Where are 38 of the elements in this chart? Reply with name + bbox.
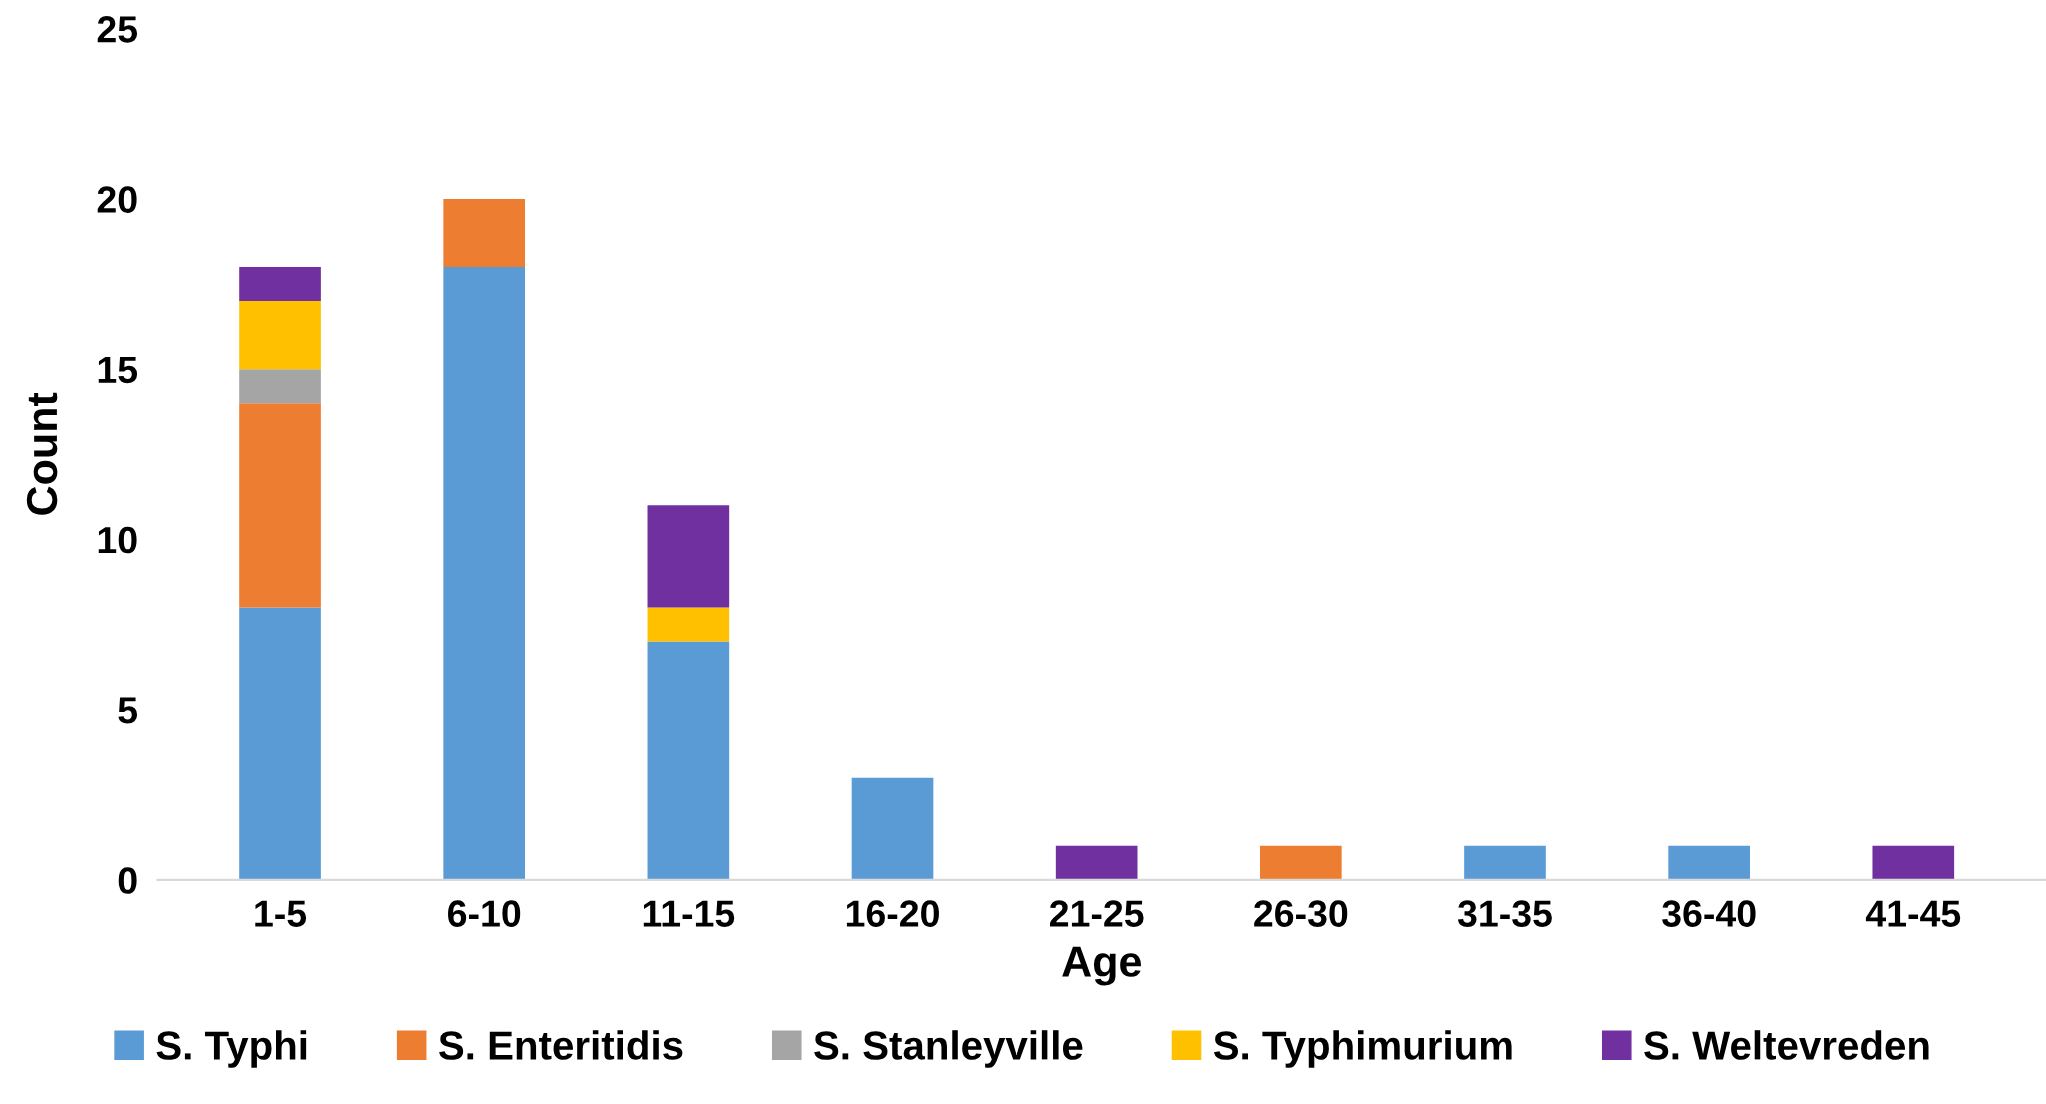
bar [1668,845,1750,880]
x-tick-label: 1-5 [255,900,307,927]
bar [647,505,730,608]
x-tick-label: 16-20 [846,900,939,927]
bar [1464,845,1546,880]
x-tick-label: 36-40 [1662,900,1756,927]
bar [647,607,730,642]
y-tick-label: 5 [118,697,138,724]
bar [647,641,730,880]
legend-label: S. Stanleyville [814,1030,1083,1068]
bar [1055,845,1138,880]
legend-label: S. Weltevreden [1644,1030,1929,1060]
x-tick-label: 26-30 [1254,900,1348,927]
y-tick-label: 15 [98,356,138,384]
x-tick-label: 21-25 [1050,900,1144,927]
bar [239,267,321,302]
y-tick-label: 0 [118,867,137,894]
x-tick-label: 6-10 [448,900,521,927]
x-tick-label: 31-35 [1457,900,1552,927]
legend-label: S. Enteritidis [439,1030,683,1060]
y-tick-label: 20 [97,186,137,213]
bar [443,198,526,268]
bar [239,607,321,880]
bar [239,403,321,608]
bar [239,301,321,370]
legend-label: S. Typhimurium [1213,1030,1512,1068]
legend-label: S. Typhi [156,1030,307,1068]
bar [1872,845,1955,880]
bar [851,777,934,880]
bar [239,369,321,404]
y-tick-label: 10 [98,526,137,554]
y-axis-title: Count [26,392,58,515]
bar [443,267,526,880]
x-tick-label: 41-45 [1865,900,1961,927]
x-tick-label: 11-15 [643,900,735,927]
y-tick-label: 25 [97,16,138,43]
x-axis-title: Age [1062,946,1141,986]
bar [1259,845,1342,880]
